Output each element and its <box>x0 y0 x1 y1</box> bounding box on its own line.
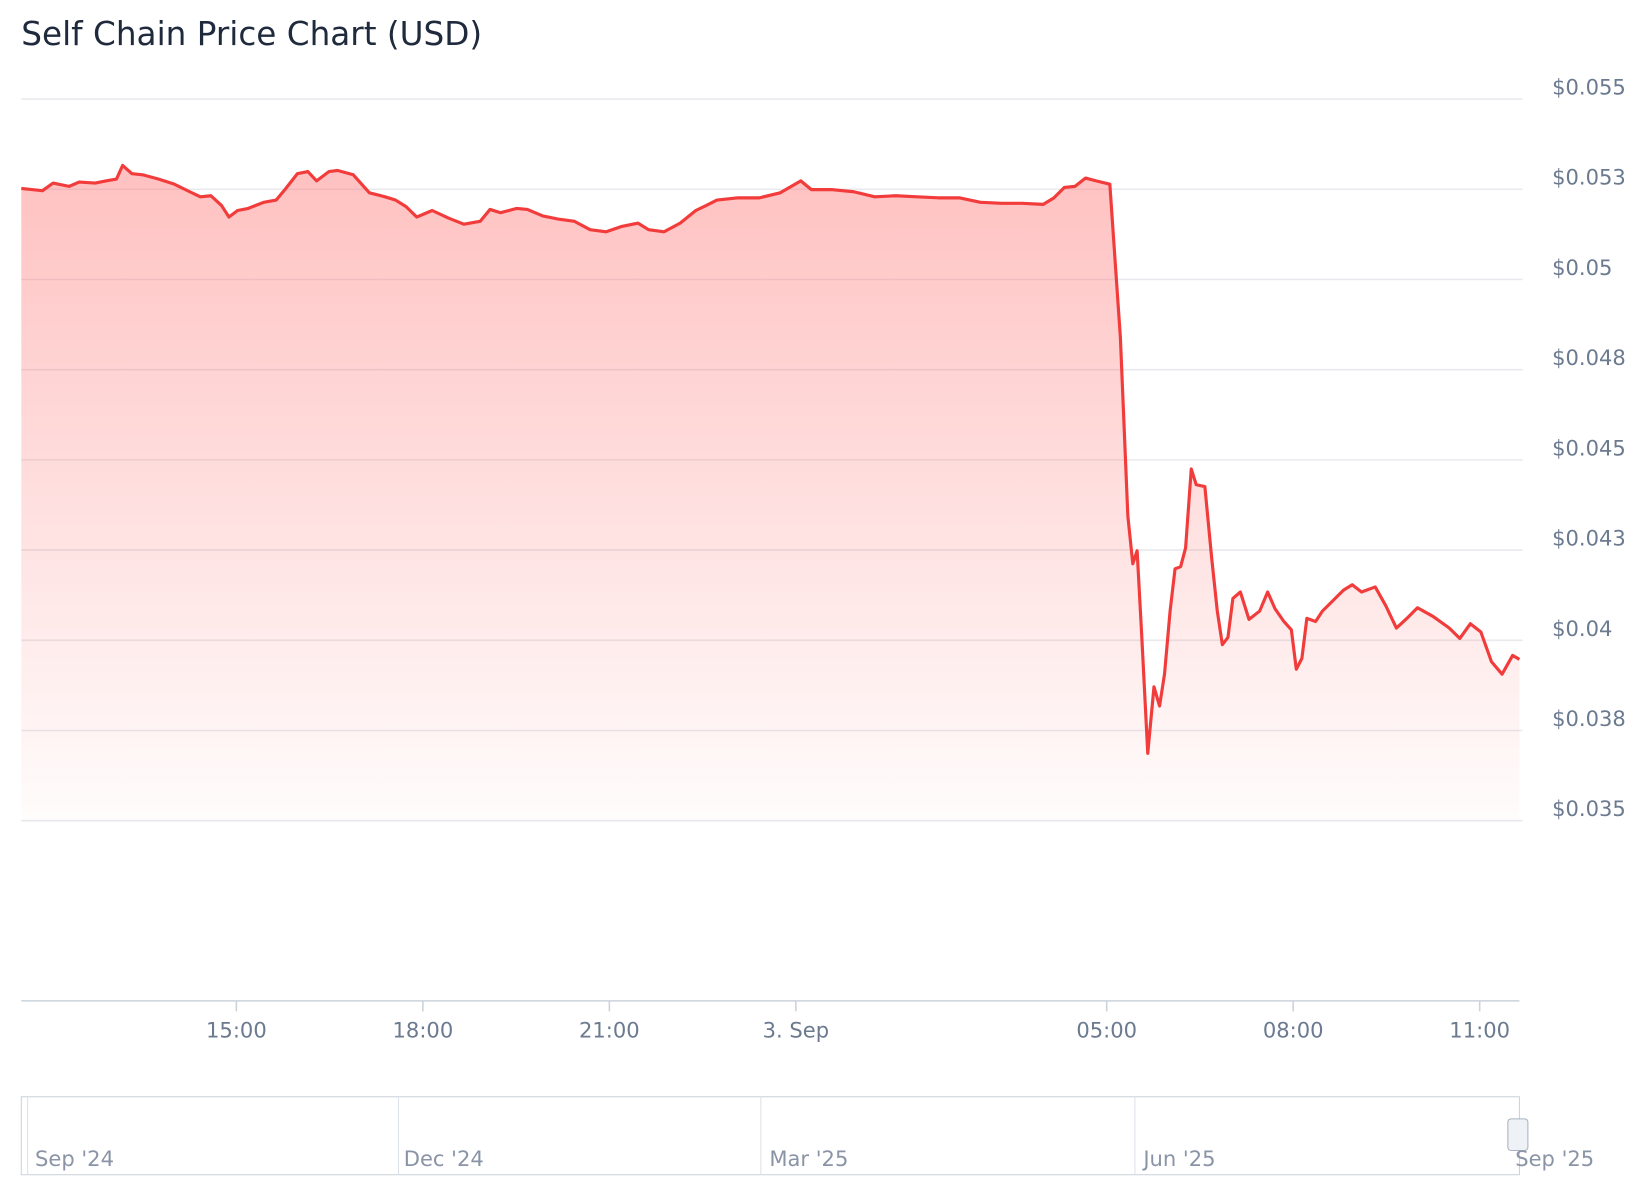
y-tick-label: $0.05 <box>1552 255 1612 280</box>
navigator-label: Dec '24 <box>404 1146 484 1171</box>
price-area <box>21 165 1520 821</box>
y-tick-label: $0.055 <box>1552 74 1626 99</box>
navigator-handle[interactable] <box>1507 1118 1529 1152</box>
x-tick-label: 21:00 <box>579 1017 640 1042</box>
navigator-label: Sep '25 <box>1515 1146 1594 1171</box>
x-tick-label: 05:00 <box>1076 1017 1137 1042</box>
x-tick-label: 3. Sep <box>763 1017 830 1042</box>
navigator-dividers <box>27 1096 1136 1175</box>
price-line <box>21 163 1521 755</box>
y-tick-label: $0.043 <box>1552 526 1626 551</box>
y-tick-label: $0.038 <box>1552 706 1626 731</box>
navigator-label: Jun '25 <box>1141 1146 1215 1171</box>
y-tick-label: $0.048 <box>1552 345 1626 370</box>
y-tick-label: $0.053 <box>1552 165 1626 190</box>
y-tick-label: $0.045 <box>1552 435 1626 460</box>
y-tick-label: $0.04 <box>1552 616 1612 641</box>
navigator-label: Sep '24 <box>35 1146 114 1171</box>
x-tick-label: 11:00 <box>1449 1017 1510 1042</box>
navigator-label: Mar '25 <box>769 1146 848 1171</box>
x-tick-label: 18:00 <box>393 1017 454 1042</box>
y-tick-label: $0.035 <box>1552 796 1626 821</box>
chart-title: Self Chain Price Chart (USD) <box>21 15 482 53</box>
x-tick-label: 08:00 <box>1263 1017 1324 1042</box>
x-tick-label: 15:00 <box>206 1017 267 1042</box>
